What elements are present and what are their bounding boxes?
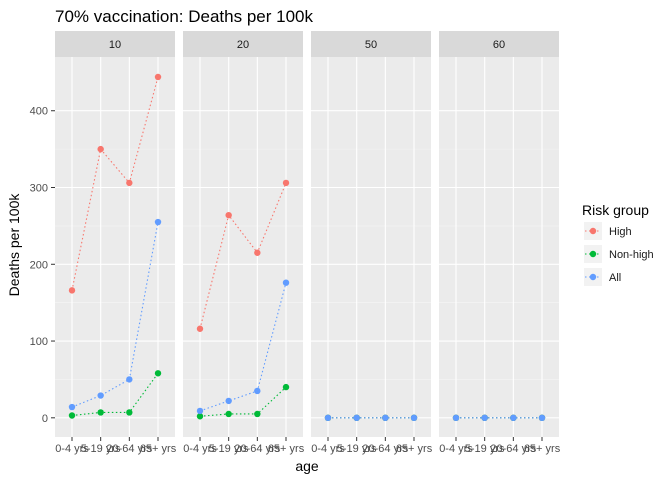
legend-label: All [609,272,621,284]
data-point-all [196,407,204,415]
facet-strip-label: 50 [365,39,377,51]
data-point-all [538,414,546,422]
y-axis-label: Deaths per 100k [6,193,22,297]
data-point-high [225,211,232,219]
facet-strip [183,31,303,57]
data-point-all [68,403,76,411]
x-tick-label: 5-19 yrs [81,443,121,455]
series-line-all [199,282,287,412]
data-point-non-high [68,412,76,419]
data-point-non-high [254,410,261,418]
facet-strip-label: 20 [237,39,249,51]
data-point-non-high [154,370,162,377]
series-line-non-high [199,386,287,417]
data-point-all [452,414,460,422]
data-point-all [282,279,290,286]
data-point-high [196,325,204,332]
legend-key-point [589,227,597,235]
y-tick-label: 400 [30,106,48,118]
facet-strip [311,31,431,57]
chart-title: 70% vaccination: Deaths per 100k [55,7,313,26]
legend-item-high: High [584,222,632,240]
x-tick-label: 65+ yrs [140,443,177,455]
panel-background [55,57,175,437]
data-point-all [97,392,104,399]
y-tick-label: 200 [30,259,48,271]
legend-label: Non-high [609,249,654,261]
legend-key-point [589,250,597,258]
series-line-high [199,182,287,329]
y-tick-label: 300 [30,183,48,195]
y-tick-label: 100 [30,336,48,348]
x-tick-label: 5-19 yrs [465,443,505,455]
panel-background [311,57,431,437]
x-tick-label: 5-19 yrs [337,443,377,455]
legend-key-point [589,273,597,281]
data-point-high [97,145,104,153]
data-point-non-high [196,413,204,420]
y-tick-label: 0 [42,413,48,425]
x-tick-label: 65+ yrs [268,443,305,455]
data-point-all [154,218,162,226]
data-point-high [282,179,290,187]
data-point-non-high [126,409,133,416]
legend-item-non-high: Non-high [584,245,654,263]
x-tick-label: 0-4 yrs [311,443,345,455]
x-tick-label: 0-4 yrs [439,443,473,455]
legend: High Non-high All [584,222,654,286]
data-point-all [481,414,488,422]
data-point-all [324,414,332,422]
data-point-non-high [282,383,290,391]
legend-label: High [609,226,632,238]
data-point-all [353,414,360,422]
facet-strip-label: 10 [109,39,121,51]
data-point-high [126,179,133,187]
legend-item-all: All [584,268,621,286]
data-point-all [382,414,389,422]
x-tick-label: 0-4 yrs [55,443,89,455]
data-point-high [254,249,261,256]
data-point-non-high [97,409,104,416]
data-point-all [225,397,232,405]
data-point-all [510,414,517,422]
panel-background [183,57,303,437]
data-point-all [254,387,261,395]
facet-strip-label: 60 [493,39,505,51]
data-point-high [154,73,162,81]
data-point-non-high [225,410,232,418]
x-tick-label: 20-64 yrs [490,443,536,455]
x-tick-label: 20-64 yrs [362,443,408,455]
facet-strip [439,31,559,57]
series-line-high [71,76,159,291]
x-tick-label: 20-64 yrs [106,443,152,455]
facet-strip [55,31,175,57]
panel-background [439,57,559,437]
x-axis-label: age [295,458,319,474]
x-tick-label: 0-4 yrs [183,443,217,455]
x-tick-label: 5-19 yrs [209,443,249,455]
data-point-all [126,376,133,383]
x-tick-label: 20-64 yrs [234,443,280,455]
legend-title: Risk group [582,202,649,218]
x-tick-label: 65+ yrs [396,443,433,455]
x-tick-label: 65+ yrs [524,443,561,455]
data-point-all [410,414,418,422]
data-point-high [68,287,76,294]
